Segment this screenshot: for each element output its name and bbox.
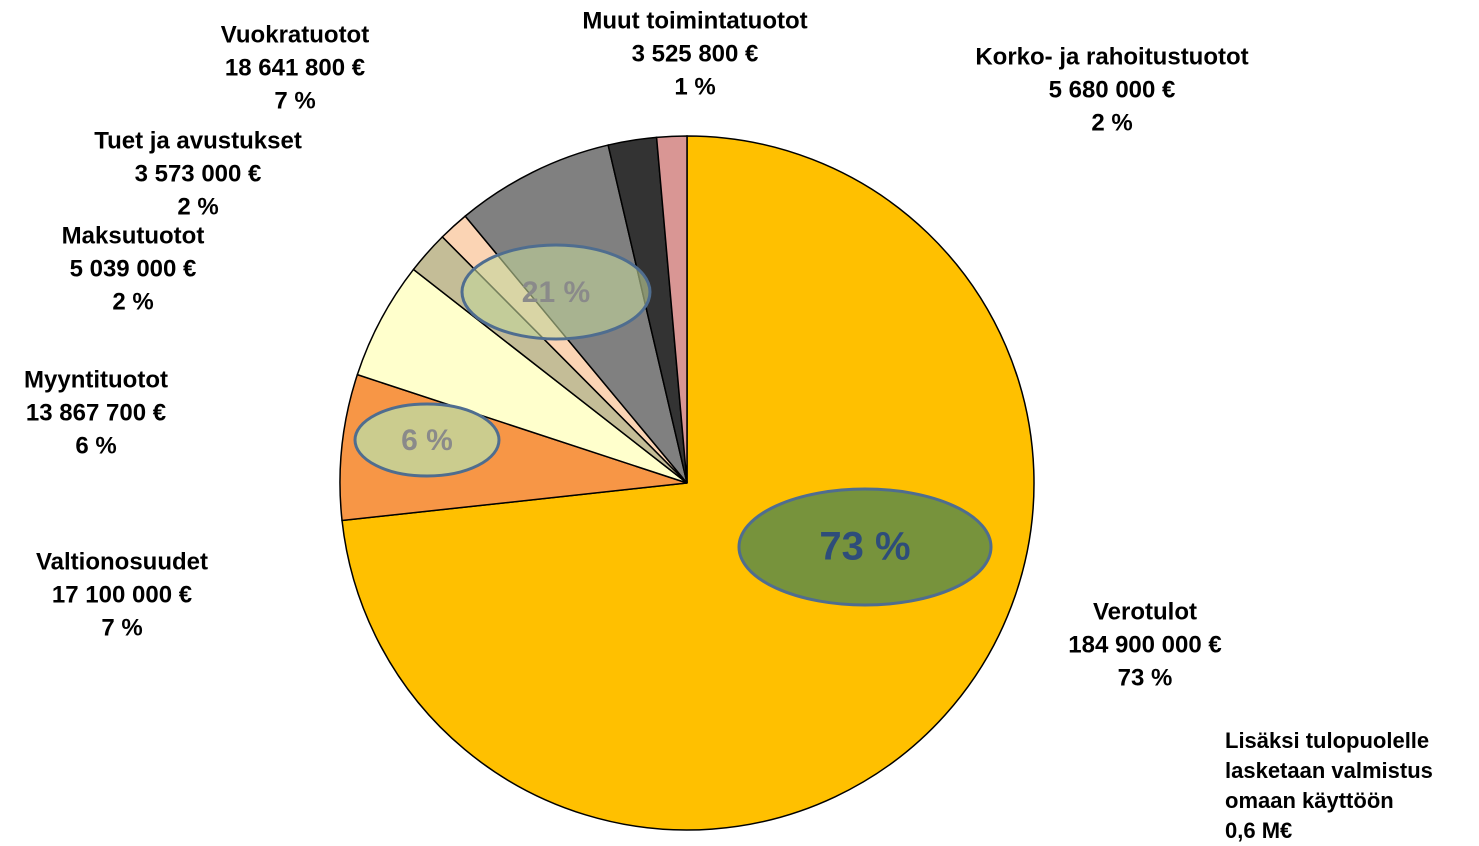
pie-slice: [341, 135, 1035, 831]
slice-name: Maksutuotot: [62, 222, 205, 249]
annotation-ellipse: [460, 243, 652, 341]
slice-percent: 2 %: [112, 288, 153, 315]
slice-percent: 1 %: [674, 73, 715, 100]
slice-name: Tuet ja avustukset: [94, 127, 302, 154]
slice-value: 5 680 000 €: [1049, 76, 1176, 103]
slice-value: 17 100 000 €: [52, 581, 192, 608]
slice-name: Vuokratuotot: [221, 21, 369, 48]
footnote: lasketaan valmistus: [1225, 758, 1433, 783]
slice-name: Verotulot: [1093, 598, 1197, 625]
slice-percent: 7 %: [101, 614, 142, 641]
slice-name: Korko- ja rahoitustuotot: [975, 43, 1248, 70]
footnote: omaan käyttöön: [1225, 788, 1394, 813]
slice-name: Muut toimintatuotot: [582, 7, 807, 34]
slice-percent: 6 %: [75, 432, 116, 459]
annotation-ellipse: [353, 402, 501, 478]
annotation: 73 %: [819, 525, 910, 569]
slice-percent: 7 %: [274, 87, 315, 114]
slice-value: 3 525 800 €: [632, 40, 759, 67]
slice-name: Valtionosuudet: [36, 548, 208, 575]
footnote: Lisäksi tulopuolelle: [1225, 728, 1429, 753]
slice-percent: 2 %: [1091, 109, 1132, 136]
annotation: 6 %: [401, 424, 453, 457]
slice-percent: 2 %: [177, 193, 218, 220]
pie-slice: [655, 135, 688, 484]
slice-value: 3 573 000 €: [135, 160, 262, 187]
annotation: 21 %: [522, 276, 590, 309]
slice-percent: 73 %: [1118, 664, 1173, 691]
footnote: 0,6 M€: [1225, 818, 1292, 843]
slice-value: 184 900 000 €: [1068, 631, 1221, 658]
slice-value: 18 641 800 €: [225, 54, 365, 81]
slice-name: Myyntituotot: [24, 366, 168, 393]
slice-value: 5 039 000 €: [70, 255, 197, 282]
annotation-ellipse: [737, 487, 993, 607]
slice-value: 13 867 700 €: [26, 399, 166, 426]
